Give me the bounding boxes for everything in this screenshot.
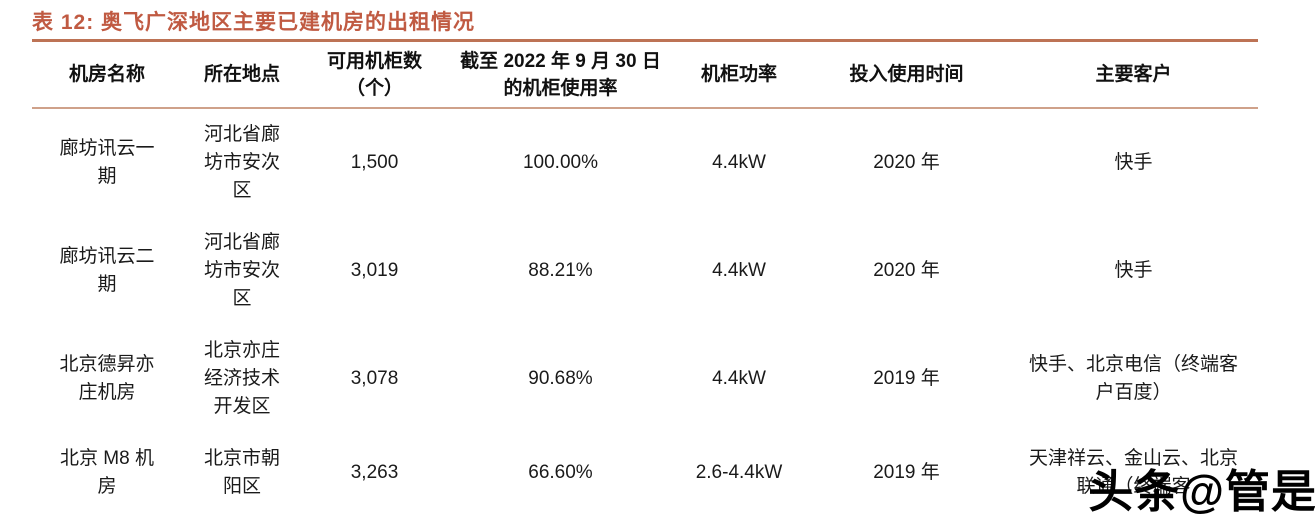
toutiao-watermark: 头条@管是 [1088,466,1315,517]
cell-cabinet-power: 4.4kW [712,152,766,173]
cell-in-service-date: 2020 年 [873,152,940,173]
cell-cabinet-power: 4.4kW [712,368,766,389]
cell-datacenter-name: 廊坊讯云二 期 [59,246,155,295]
rental-table: 机房名称 所在地点 可用机柜数 （个） 截至 2022 年 9 月 30 日 的… [32,42,1258,513]
table-row: 廊坊讯云二 期 河北省廊 坊市安次 区 3,019 88.21% 4.4kW 2… [32,217,1258,325]
header-available-cabinets: 可用机柜数 （个） [302,42,447,109]
table-header-row: 机房名称 所在地点 可用机柜数 （个） 截至 2022 年 9 月 30 日 的… [32,42,1258,109]
cell-location: 北京市朝 阳区 [203,448,280,497]
header-main-customers: 主要客户 [1009,42,1258,109]
cell-datacenter-name: 北京德昇亦 庄机房 [59,354,155,403]
header-in-service-date: 投入使用时间 [804,42,1009,109]
table-row: 廊坊讯云一 期 河北省廊 坊市安次 区 1,500 100.00% 4.4kW … [32,108,1258,217]
header-usage-rate: 截至 2022 年 9 月 30 日 的机柜使用率 [447,42,674,109]
cell-main-customers: 快手、北京电信（终端客 户百度） [1028,354,1238,403]
cell-in-service-date: 2019 年 [873,368,940,389]
cell-usage-rate: 88.21% [528,260,593,281]
header-cabinet-power: 机柜功率 [674,42,804,109]
cell-available-cabinets: 1,500 [350,152,399,173]
cell-usage-rate: 90.68% [528,368,593,389]
cell-datacenter-name: 廊坊讯云一 期 [59,138,155,187]
cell-available-cabinets: 3,078 [350,368,399,389]
cell-main-customers: 快手 [1114,152,1153,173]
cell-available-cabinets: 3,263 [350,462,399,483]
page-title: 表 12: 奥飞广深地区主要已建机房的出租情况 [32,11,476,34]
header-location: 所在地点 [182,42,302,109]
header-datacenter-name: 机房名称 [32,42,182,109]
cell-in-service-date: 2020 年 [873,260,940,281]
table-row: 北京德昇亦 庄机房 北京亦庄 经济技术 开发区 3,078 90.68% 4.4… [32,325,1258,433]
cell-location: 北京亦庄 经济技术 开发区 [203,340,280,417]
cell-location: 河北省廊 坊市安次 区 [203,232,280,309]
cell-datacenter-name: 北京 M8 机 房 [60,448,154,497]
title-rule [32,39,1258,42]
cell-in-service-date: 2019 年 [873,462,940,483]
cell-main-customers: 快手 [1114,260,1153,281]
cell-available-cabinets: 3,019 [350,260,399,281]
cell-usage-rate: 100.00% [522,152,598,173]
cell-location: 河北省廊 坊市安次 区 [203,124,280,201]
cell-main-customers: 天津祥云、金山云、北京 联通（终端客 [1028,448,1238,497]
cell-cabinet-power: 2.6-4.4kW [695,462,783,483]
cell-cabinet-power: 4.4kW [712,260,766,281]
table-row: 北京 M8 机 房 北京市朝 阳区 3,263 66.60% 2.6-4.4kW… [32,433,1258,513]
cell-usage-rate: 66.60% [528,462,593,483]
